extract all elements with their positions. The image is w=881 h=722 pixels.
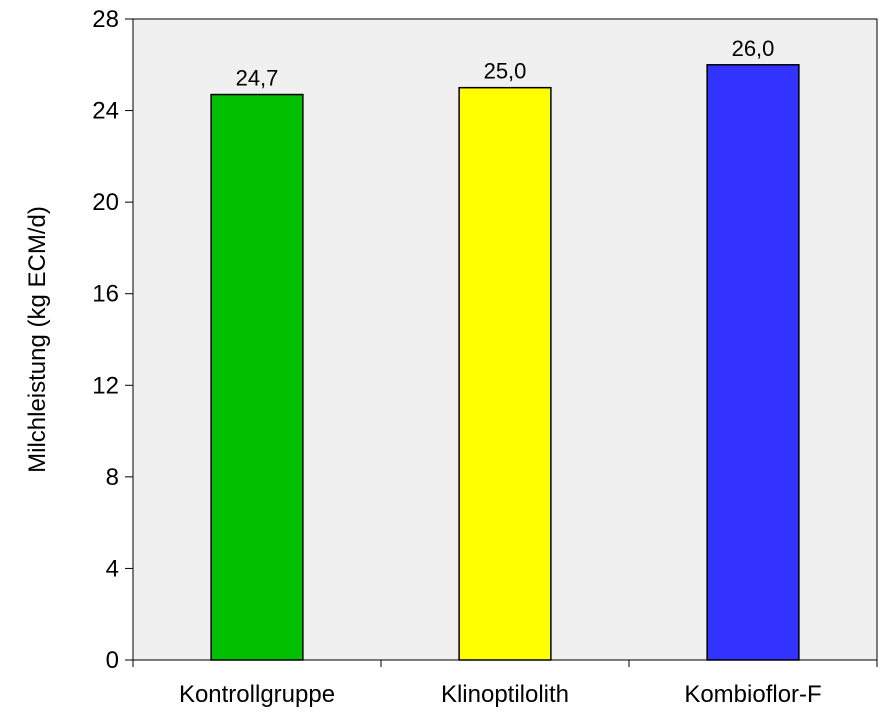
y-axis-label: Milchleistung (kg ECM/d) xyxy=(24,206,51,473)
y-tick-label: 12 xyxy=(92,372,119,399)
y-tick-label: 28 xyxy=(92,6,119,33)
bar-value-label: 25,0 xyxy=(484,59,527,84)
bar xyxy=(706,64,800,661)
y-tick-label: 20 xyxy=(92,189,119,216)
x-category-label: Klinoptilolith xyxy=(441,681,569,708)
y-tick-label: 16 xyxy=(92,281,119,308)
bar xyxy=(458,86,552,661)
bar-value-label: 24,7 xyxy=(236,66,279,91)
y-tick-label: 8 xyxy=(106,464,119,491)
x-category-label: Kontrollgruppe xyxy=(179,681,335,708)
y-tick-label: 0 xyxy=(106,647,119,674)
bar-series: 24,7 25,0 26,0 xyxy=(210,36,800,661)
y-tick-label: 24 xyxy=(92,98,119,125)
x-axis: Kontrollgruppe Klinoptilolith Kombioflor-F xyxy=(132,660,878,708)
x-category-label: Kombioflor-F xyxy=(684,681,821,708)
y-tick-label: 4 xyxy=(106,555,119,582)
bar xyxy=(210,93,304,661)
y-axis: 0 4 8 12 16 20 24 28 xyxy=(92,6,133,674)
bar-value-label: 26,0 xyxy=(732,36,775,61)
